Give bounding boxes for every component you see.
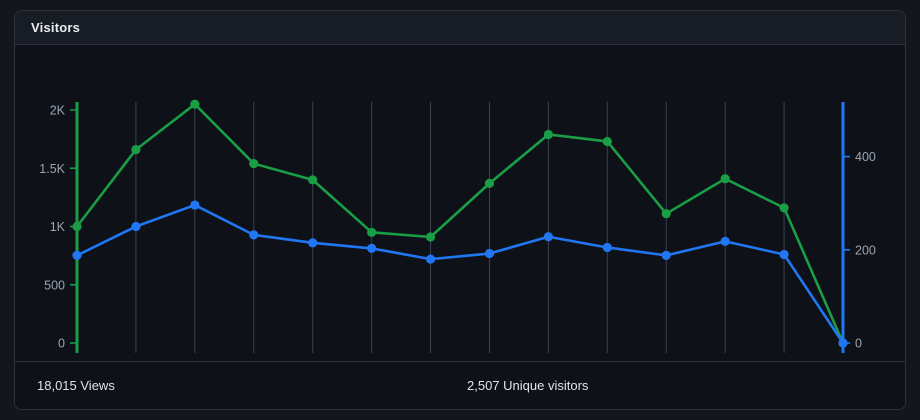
right-axis-tick-label: 200 — [855, 243, 876, 257]
views-stat: 18,015 Views — [37, 378, 115, 393]
data-point-unique-visitors — [249, 230, 259, 240]
data-point-unique-visitors — [543, 232, 553, 242]
series-line-views — [75, 102, 845, 345]
panel-footer: 18,015 Views 2,507 Unique visitors — [15, 361, 905, 409]
data-point-unique-visitors — [720, 236, 730, 247]
visitors-panel: Visitors 05001K1.5K2K020040007/2307/2407… — [14, 10, 906, 410]
data-point-unique-visitors — [308, 238, 318, 248]
data-point-views — [190, 99, 200, 109]
data-point-unique-visitors — [131, 221, 141, 232]
data-point-views — [425, 232, 436, 242]
data-point-unique-visitors — [602, 242, 612, 253]
data-point-views — [367, 227, 377, 237]
unique-visitors-stat: 2,507 Unique visitors — [467, 378, 589, 393]
data-point-unique-visitors — [72, 250, 82, 260]
data-point-views — [779, 203, 789, 213]
panel-header: Visitors — [15, 11, 905, 45]
data-point-views — [602, 136, 612, 147]
data-point-views — [308, 175, 318, 185]
left-axis-tick-label: 2K — [50, 104, 66, 118]
data-point-views — [720, 174, 730, 184]
left-axis-tick-label: 0 — [58, 337, 65, 351]
data-point-unique-visitors — [190, 200, 200, 210]
data-point-views — [72, 221, 82, 232]
data-point-views — [661, 209, 671, 219]
data-point-views — [131, 145, 141, 155]
data-point-unique-visitors — [661, 250, 671, 260]
data-point-views — [249, 158, 259, 169]
data-point-unique-visitors — [425, 254, 436, 264]
data-point-unique-visitors — [838, 338, 848, 348]
data-point-unique-visitors — [484, 248, 495, 259]
series-line-unique-visitors — [75, 203, 845, 345]
left-axis-tick-label: 1K — [50, 220, 66, 234]
data-point-unique-visitors — [779, 249, 789, 260]
page-title: Visitors — [31, 20, 81, 35]
visitors-line-chart: 05001K1.5K2K020040007/2307/2407/2507/260… — [39, 99, 876, 353]
right-axis-tick-label: 400 — [855, 150, 876, 164]
right-axis-tick-label: 0 — [855, 337, 862, 351]
chart-area: 05001K1.5K2K020040007/2307/2407/2507/260… — [15, 45, 905, 361]
data-point-views — [484, 178, 495, 188]
data-point-unique-visitors — [367, 243, 377, 254]
data-point-views — [543, 129, 553, 140]
left-axis-tick-label: 1.5K — [39, 162, 65, 176]
left-axis-tick-label: 500 — [44, 278, 65, 292]
